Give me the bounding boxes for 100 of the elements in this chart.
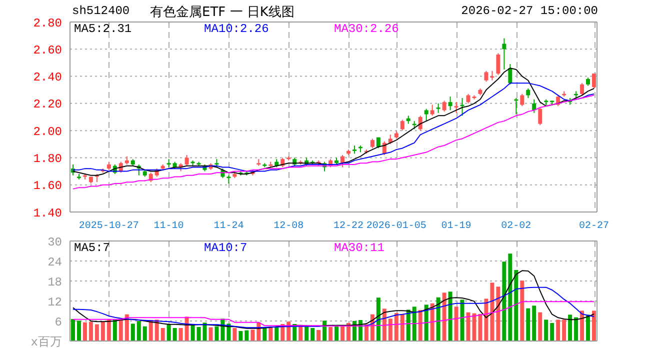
bar <box>172 328 177 341</box>
candlestick <box>442 100 446 112</box>
bar <box>526 308 530 341</box>
bar <box>532 306 536 341</box>
bar <box>502 262 506 341</box>
y-tick-label: 24 <box>48 255 62 270</box>
line-series <box>72 94 595 190</box>
candlestick <box>184 154 189 166</box>
candlestick <box>496 52 500 76</box>
bar <box>400 314 404 341</box>
bar <box>448 292 452 341</box>
x-tick-label: 2025-10-27 <box>78 221 139 232</box>
bar <box>436 297 440 341</box>
bar <box>340 326 344 341</box>
bar <box>580 310 584 341</box>
bar <box>424 304 428 341</box>
candlestick <box>520 93 524 107</box>
bar <box>538 312 542 341</box>
bar <box>556 320 560 341</box>
line-series <box>72 286 595 328</box>
bar <box>88 322 93 341</box>
bar <box>322 320 327 341</box>
bar <box>136 321 141 341</box>
candlestick <box>424 108 428 122</box>
bar <box>196 327 201 341</box>
x-tick-label: 02-27 <box>579 221 610 232</box>
bar <box>412 306 416 341</box>
bar <box>334 326 338 341</box>
line-series <box>72 270 595 329</box>
candlestick <box>340 154 344 168</box>
candlestick <box>592 73 596 89</box>
candlestick <box>430 104 434 116</box>
text: MA30:11 <box>334 241 386 255</box>
candlestick <box>538 107 542 126</box>
bar <box>274 326 279 341</box>
bar <box>214 326 219 341</box>
bar <box>202 322 207 341</box>
candlestick <box>436 102 440 114</box>
text: MA10:2.26 <box>204 22 270 36</box>
bar <box>100 322 105 341</box>
y-tick-label: 6 <box>54 315 62 330</box>
bar <box>76 320 81 341</box>
y-tick-label: 2.20 <box>33 98 62 112</box>
y-tick-label: 30 <box>48 235 62 250</box>
y-tick-label: 18 <box>48 275 62 290</box>
bar <box>118 320 123 341</box>
candlestick <box>502 38 506 70</box>
bar <box>388 318 392 341</box>
bar <box>112 319 117 341</box>
bar <box>562 320 566 341</box>
line-series <box>72 301 595 326</box>
candlestick <box>526 88 530 98</box>
bar <box>238 331 243 341</box>
bar <box>232 328 237 341</box>
bar <box>142 326 147 341</box>
bar <box>394 313 398 341</box>
candlestick <box>388 134 392 145</box>
bar <box>430 303 434 341</box>
bar <box>71 319 75 341</box>
candlestick <box>400 119 404 132</box>
candlestick <box>448 96 452 111</box>
x-tick-label: 02-02 <box>501 221 532 232</box>
bar <box>574 317 578 341</box>
bar <box>550 323 554 341</box>
y-tick-label: 2.00 <box>33 124 62 139</box>
bar <box>250 330 255 341</box>
y-tick-label: 12 <box>48 295 62 310</box>
bar <box>544 320 548 341</box>
bar <box>82 322 87 341</box>
x-tick-label: 01-19 <box>441 221 472 232</box>
line-series <box>72 68 595 176</box>
candlestick <box>454 102 458 114</box>
bar <box>262 328 267 341</box>
bar <box>316 330 321 341</box>
bar <box>586 314 590 341</box>
x-tick-label: 2026-01-05 <box>366 221 426 232</box>
x-tick-label: 11-24 <box>214 221 244 232</box>
candlestick <box>508 64 512 85</box>
bar <box>484 298 488 341</box>
chart-title: 有色金属ETF 一 日K线图 <box>150 4 294 21</box>
bar <box>442 292 446 341</box>
bar <box>166 324 171 341</box>
text: MA5:2.31 <box>74 22 133 36</box>
text: 2026-02-27 15:00:00 <box>461 4 598 18</box>
text: MA30:2.26 <box>334 22 400 36</box>
candlestick <box>580 82 584 96</box>
bar <box>496 286 500 341</box>
bar <box>160 328 165 341</box>
bar <box>514 270 518 341</box>
text: sh512400 <box>72 4 130 18</box>
bar <box>490 282 494 341</box>
bar <box>454 306 458 341</box>
bar <box>244 330 249 341</box>
candlestick <box>370 138 374 149</box>
candlestick <box>532 98 536 114</box>
bar <box>130 324 135 341</box>
y-tick-label: x百万 <box>30 335 62 350</box>
x-tick-label: 12-08 <box>274 221 304 232</box>
bar <box>310 328 315 341</box>
y-tick-label: 1.60 <box>33 179 62 194</box>
